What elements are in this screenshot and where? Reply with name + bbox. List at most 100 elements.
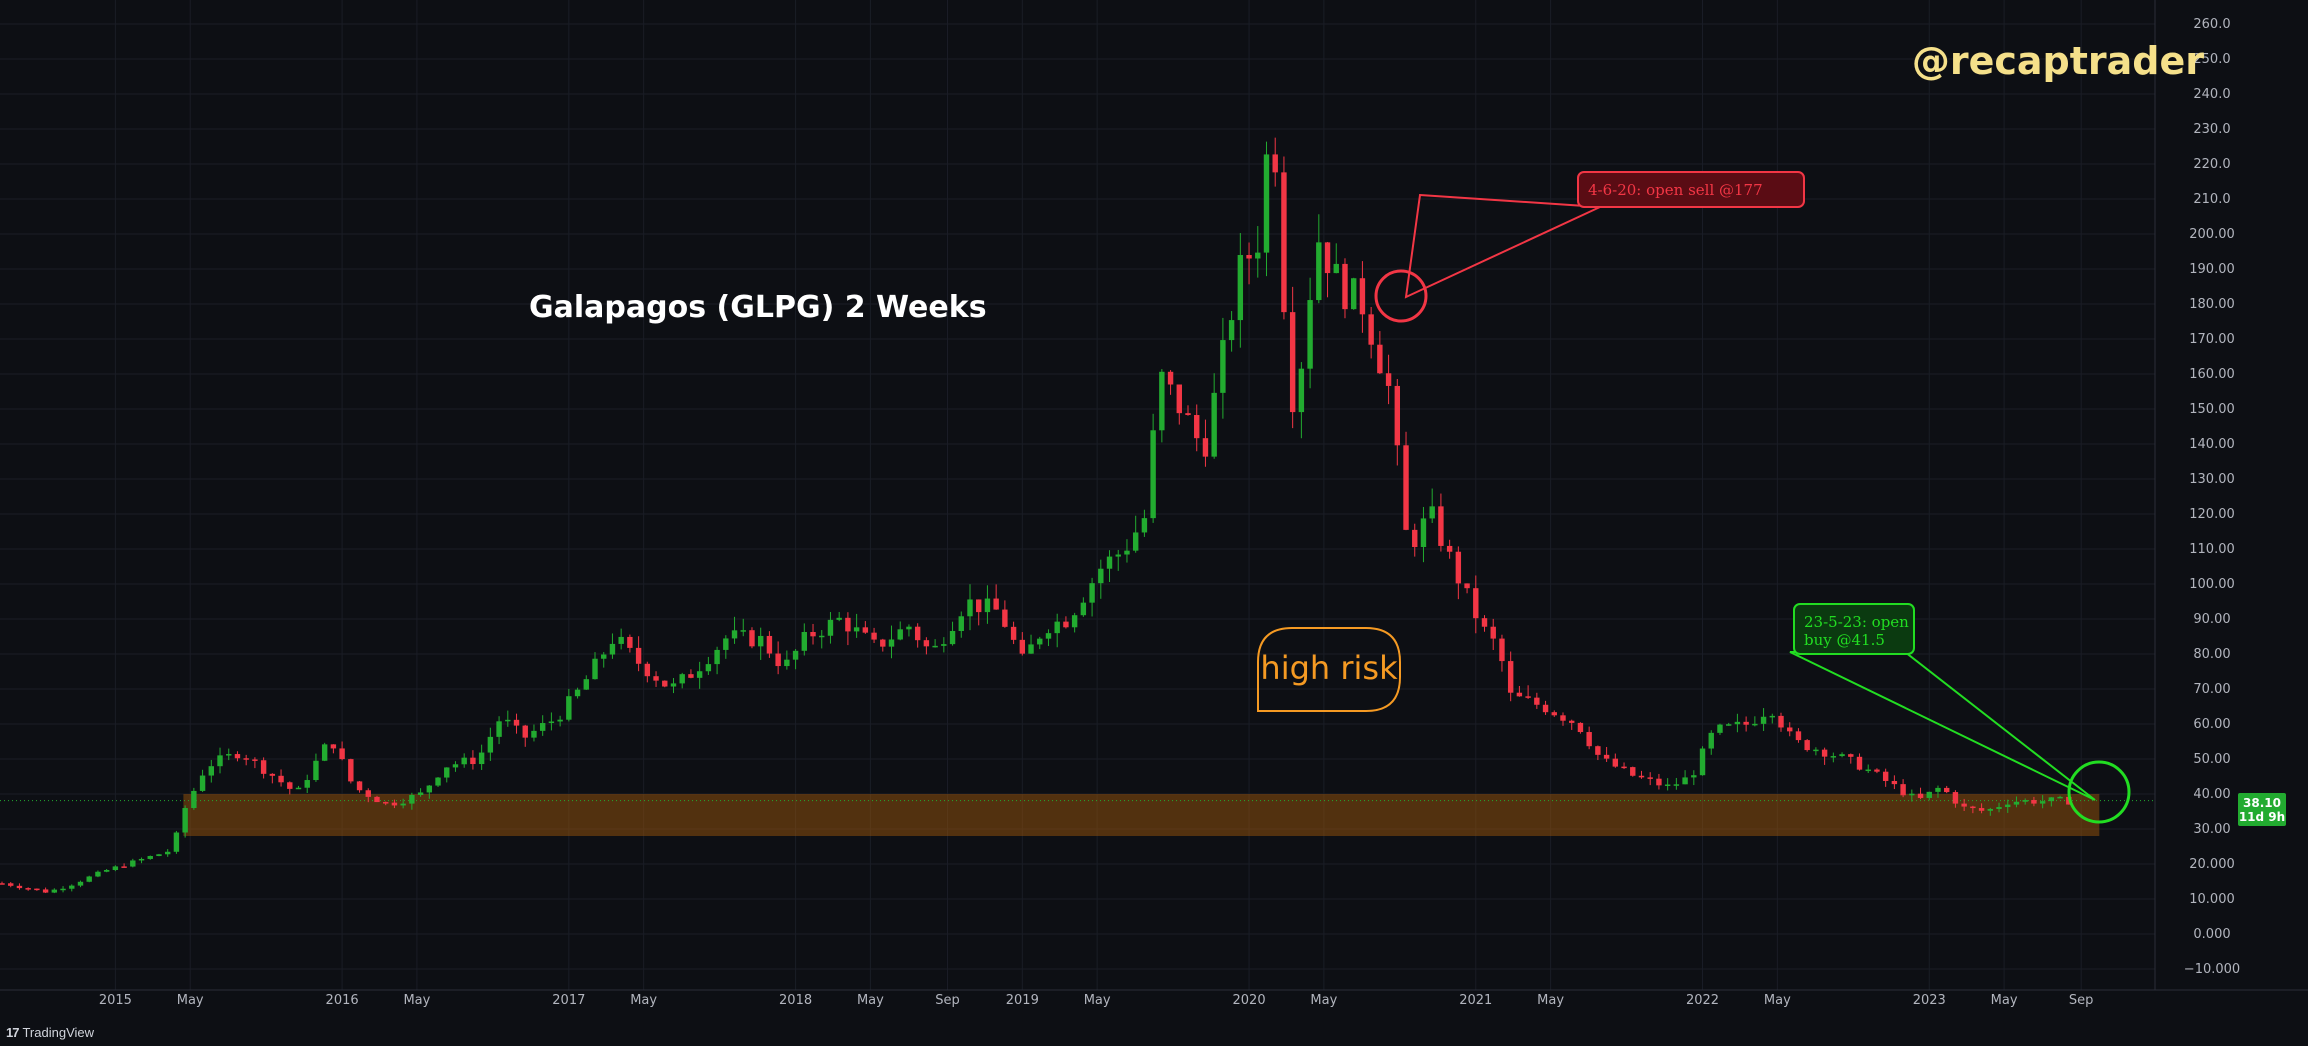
candle-body (1682, 777, 1688, 785)
y-tick-label: 170.00 (2189, 332, 2235, 347)
candle-body (914, 626, 921, 641)
candle-body (1891, 780, 1898, 785)
candle-body (1734, 721, 1741, 725)
candle-body (356, 781, 363, 791)
candle-body (260, 760, 267, 774)
candle-body (1455, 551, 1462, 584)
x-tick-label: 2021 (1459, 993, 1492, 1008)
candle-body (51, 889, 58, 893)
candle-body (1656, 778, 1662, 786)
candle-body (1211, 392, 1217, 457)
x-tick-label: May (1764, 993, 1791, 1008)
candle-body (1054, 621, 1060, 634)
candle-body (845, 617, 851, 632)
y-tick-label: 70.00 (2193, 682, 2230, 697)
candle-body (1394, 385, 1401, 446)
candle-body (69, 885, 75, 889)
y-tick-label: 60.00 (2193, 717, 2230, 732)
candle-body (601, 654, 607, 659)
candle-body (1516, 692, 1523, 697)
candle-body (1778, 715, 1784, 728)
candle-body (2013, 801, 2020, 805)
candle-body (1909, 793, 1915, 796)
candle-body (435, 777, 441, 786)
y-tick-label: 80.00 (2193, 647, 2230, 662)
candle-body (444, 767, 450, 778)
candle-body (766, 635, 773, 654)
candle-body (1150, 430, 1156, 519)
x-tick-label: May (1084, 993, 1111, 1008)
candle-body (1316, 242, 1322, 301)
candle-body (409, 794, 415, 804)
candle-body (25, 888, 31, 890)
candle-body (731, 630, 738, 639)
tradingview-logo[interactable]: 17 TradingView (6, 1025, 94, 1040)
candle-body (505, 719, 511, 722)
candle-body (923, 640, 930, 647)
candle-body (417, 792, 424, 795)
candle-body (714, 649, 720, 665)
x-axis: 2015 May 2016 May 2017 May 2018 May Sep 2019 May 20… (99, 993, 2094, 1008)
y-tick-label: 40.00 (2193, 787, 2230, 802)
y-tick-label: 50.00 (2193, 752, 2230, 767)
candle-body (723, 638, 729, 650)
candle-body (1037, 638, 1043, 645)
candle-body (941, 644, 947, 646)
risk-annotation: high risk (1257, 627, 1401, 712)
candle-body (827, 619, 834, 636)
candle-body (1473, 588, 1479, 619)
candle-body (130, 860, 136, 867)
candle-body (1708, 732, 1714, 749)
candle-body (801, 631, 808, 651)
candle-body (208, 766, 214, 776)
candle-body (792, 650, 799, 660)
candle-body (1368, 314, 1374, 345)
sell-annotation: 4-6-20: open sell @177 (1374, 171, 1805, 323)
candle-body (287, 782, 293, 789)
last-price-value: 38.10 (2243, 796, 2281, 810)
x-tick-label: May (630, 993, 657, 1008)
candle-body (1699, 748, 1706, 776)
candle-body (1481, 618, 1488, 627)
buy-callout-line-1: 23-5-23: open (1804, 613, 1909, 631)
candle-body (836, 617, 842, 620)
candle-body (1185, 413, 1191, 416)
candle-body (1795, 731, 1802, 741)
y-tick-label: 120.00 (2189, 507, 2235, 522)
x-tick-label: 2022 (1686, 993, 1719, 1008)
y-tick-label: 90.00 (2193, 612, 2230, 627)
candle-body (164, 851, 171, 855)
candle-body (705, 664, 712, 672)
candle-body (819, 635, 825, 638)
candle-body (1028, 644, 1034, 654)
candle-body (1813, 749, 1819, 752)
candle-body (679, 674, 685, 684)
chart-title: Galapagos (GLPG) 2 Weeks (529, 290, 987, 325)
candle-body (1429, 506, 1435, 519)
candle-body (1002, 609, 1008, 627)
candle-body (383, 802, 389, 804)
candle-body (688, 674, 694, 678)
candle-body (627, 636, 633, 648)
candle-body (470, 757, 476, 765)
y-tick-label: 0.000 (2193, 927, 2230, 942)
candle-body (452, 764, 459, 768)
candle-body (1978, 808, 1985, 811)
candle-body (740, 630, 746, 632)
candle-body (1874, 769, 1880, 772)
candle-body (1272, 154, 1278, 173)
candle-body (1970, 806, 1976, 809)
candle-body (1019, 639, 1026, 654)
x-tick-label: 2020 (1233, 993, 1266, 1008)
candle-body (77, 881, 84, 886)
candle-body (269, 773, 276, 776)
candle-body (1490, 626, 1496, 639)
candle-body (1289, 312, 1296, 413)
candle-body (1089, 583, 1095, 603)
buy-circle-marker (2067, 760, 2131, 824)
candle-body (1080, 602, 1087, 616)
candle-body (853, 627, 860, 632)
candle-body (1717, 724, 1723, 733)
candle-body (784, 659, 790, 667)
